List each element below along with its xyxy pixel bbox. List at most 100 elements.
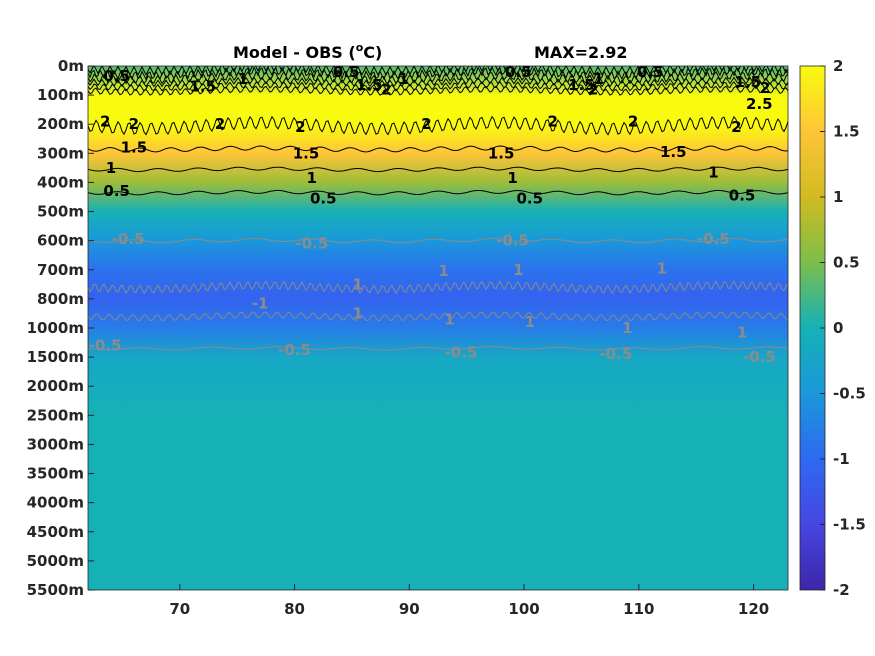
colorbar-tick-label: -1 bbox=[833, 450, 850, 468]
contour-line-neg0.5-upper bbox=[88, 237, 788, 244]
contour-label: 2 bbox=[548, 112, 558, 130]
title-superscript: o bbox=[356, 41, 364, 54]
contour-label: 1 bbox=[593, 70, 603, 88]
y-tick-label: 1500m bbox=[27, 348, 84, 366]
contour-label: -0.5 bbox=[697, 230, 730, 248]
colorbar-tick-label: -2 bbox=[833, 581, 850, 599]
colorbar-tick-label: 2 bbox=[833, 57, 843, 75]
y-tick-label: 700m bbox=[37, 261, 84, 279]
contour-line-surface bbox=[88, 85, 788, 96]
contour-label: 2 bbox=[381, 80, 391, 98]
contour-line-neg1-upper bbox=[88, 280, 788, 295]
contour-line-surface bbox=[88, 81, 788, 92]
contour-label: 0.5 bbox=[333, 63, 360, 81]
contour-line-surface bbox=[88, 66, 788, 81]
contour-label: 0.5 bbox=[310, 189, 337, 207]
contour-label: 1.5 bbox=[189, 77, 216, 95]
max-annotation: MAX=2.92 bbox=[534, 43, 628, 62]
contour-label: 2 bbox=[421, 115, 431, 133]
contour-line-0.5 bbox=[88, 189, 788, 196]
y-tick-label: 100m bbox=[37, 86, 84, 104]
y-tick-label: 600m bbox=[37, 232, 84, 250]
contour-label: 1 bbox=[513, 261, 523, 279]
x-tick-label: 120 bbox=[738, 600, 769, 618]
contour-label: -0.5 bbox=[295, 235, 328, 253]
x-tick-label: 110 bbox=[623, 600, 654, 618]
colorbar-tick-label: 1.5 bbox=[833, 123, 860, 141]
contour-label: 2 bbox=[215, 115, 225, 133]
contour-line-surface bbox=[88, 76, 788, 88]
colorbar-tick-label: -1.5 bbox=[833, 516, 866, 534]
y-tick-label: 3500m bbox=[27, 465, 84, 483]
contour-line-surface bbox=[88, 70, 788, 85]
x-tick-label: 80 bbox=[284, 600, 305, 618]
contour-label: 1 bbox=[525, 313, 535, 331]
y-tick-label: 5000m bbox=[27, 552, 84, 570]
contour-label: 1 bbox=[398, 70, 408, 88]
title-unit: C) bbox=[363, 43, 382, 62]
contour-label: 0.5 bbox=[637, 63, 664, 81]
y-tick-label: 300m bbox=[37, 144, 84, 162]
y-tick-label: 500m bbox=[37, 203, 84, 221]
contour-label: 1 bbox=[708, 163, 718, 181]
colorbar-tick-label: -0.5 bbox=[833, 385, 866, 403]
contour-label: -0.5 bbox=[278, 341, 311, 359]
contour-label: 1 bbox=[307, 169, 317, 187]
y-tick-label: 3000m bbox=[27, 435, 84, 453]
y-tick-label: 2000m bbox=[27, 377, 84, 395]
contour-label: 2 bbox=[760, 79, 770, 97]
contour-label: -0.5 bbox=[599, 345, 632, 363]
contour-label: -0.5 bbox=[445, 344, 478, 362]
contour-label: 1.5 bbox=[660, 143, 687, 161]
contour-label: 1 bbox=[657, 259, 667, 277]
contour-label: -0.5 bbox=[89, 336, 122, 354]
colorbar-tick-label: 0.5 bbox=[833, 254, 860, 272]
contour-label: 1 bbox=[238, 70, 248, 88]
chart-title: Model - OBS (oC) bbox=[233, 41, 382, 62]
heatmap-field bbox=[88, 66, 788, 590]
contour-lines bbox=[88, 66, 788, 351]
y-tick-label: 4500m bbox=[27, 523, 84, 541]
contour-label: 0.5 bbox=[505, 63, 532, 81]
y-tick-label: 4000m bbox=[27, 494, 84, 512]
contour-label: 2.5 bbox=[746, 95, 773, 113]
contour-label: 1.5 bbox=[735, 73, 762, 91]
contour-label: -1 bbox=[252, 294, 269, 312]
colorbar-ticks: 2 1.5 1 0.5 0 -0.5 -1 -1.5 -2 bbox=[820, 57, 866, 599]
y-axis: 0m 100m 200m 300m 400m 500m 600m 700m 800m 1000m 1… bbox=[27, 57, 94, 599]
contour-label: 1 bbox=[737, 323, 747, 341]
contour-label: 0.5 bbox=[517, 189, 544, 207]
contour-label: 1 bbox=[444, 310, 454, 328]
colorbar: 2 1.5 1 0.5 0 -0.5 -1 -1.5 -2 bbox=[799, 57, 866, 599]
contour-label: 1.5 bbox=[568, 76, 595, 94]
contour-label: 1 bbox=[352, 275, 362, 293]
x-tick-label: 90 bbox=[399, 600, 420, 618]
contour-label: 2 bbox=[100, 112, 110, 130]
y-tick-label: 800m bbox=[37, 290, 84, 308]
colorbar-tick-label: 0 bbox=[833, 319, 843, 337]
contour-line-1.5 bbox=[88, 145, 788, 153]
contour-label: 0.5 bbox=[103, 67, 130, 85]
contour-line-neg0.5-lower bbox=[88, 346, 788, 351]
contour-label: 1 bbox=[439, 262, 449, 280]
contour-label: 2 bbox=[295, 118, 305, 136]
contour-label: 2 bbox=[588, 80, 598, 98]
colorbar-tick-label: 1 bbox=[833, 188, 843, 206]
x-tick-label: 70 bbox=[169, 600, 190, 618]
contour-label: 1.5 bbox=[293, 144, 320, 162]
contour-label: 1 bbox=[507, 169, 517, 187]
contour-line-neg1-lower bbox=[88, 311, 788, 321]
contour-label: 0.5 bbox=[729, 187, 756, 205]
y-tick-label: 0m bbox=[58, 57, 84, 75]
x-axis: 70 80 90 100 110 120 bbox=[169, 584, 769, 618]
contour-line-surface bbox=[88, 66, 788, 77]
contour-label: 0.5 bbox=[103, 182, 130, 200]
y-tick-label: 2500m bbox=[27, 406, 84, 424]
svg-text:Model - OBS (oC): Model - OBS (oC) bbox=[233, 41, 382, 62]
contour-label: -0.5 bbox=[496, 232, 529, 250]
contour-label: 1 bbox=[106, 159, 116, 177]
y-tick-label: 1000m bbox=[27, 319, 84, 337]
